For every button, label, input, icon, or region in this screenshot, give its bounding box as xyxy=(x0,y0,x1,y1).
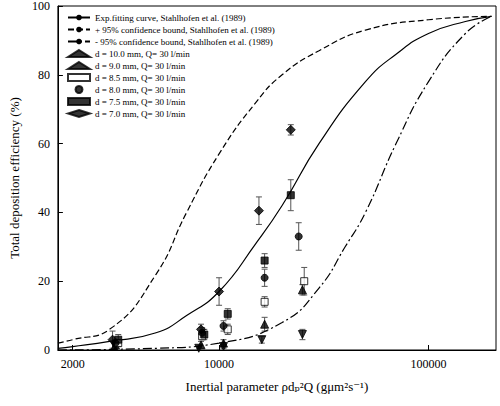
svg-text:d = 7.0 mm, Q= 30 l/min: d = 7.0 mm, Q= 30 l/min xyxy=(95,109,186,119)
svg-text:60: 60 xyxy=(38,137,50,151)
svg-text:80: 80 xyxy=(38,68,50,82)
svg-text:0: 0 xyxy=(44,343,50,357)
svg-text:d = 7.5 mm, Q= 30 l/min: d = 7.5 mm, Q= 30 l/min xyxy=(95,97,186,107)
svg-text:Exp.fitting curve, Stahlhofen: Exp.fitting curve, Stahlhofen et al. (19… xyxy=(95,13,245,23)
svg-text:d = 8.5 mm, Q= 30 l/min: d = 8.5 mm, Q= 30 l/min xyxy=(95,73,186,83)
svg-text:10000: 10000 xyxy=(204,357,234,371)
svg-text:Inertial parameter ρdₚ²Q (gμm²: Inertial parameter ρdₚ²Q (gμm²s⁻¹) xyxy=(186,379,369,394)
svg-text:100000: 100000 xyxy=(411,357,447,371)
svg-text:d = 8.0 mm, Q= 30 l/min: d = 8.0 mm, Q= 30 l/min xyxy=(95,85,186,95)
svg-text:40: 40 xyxy=(38,205,50,219)
svg-text:2000: 2000 xyxy=(61,357,85,371)
svg-text:+ 95% confidence bound, Stahlh: + 95% confidence bound, Stahlhofen et al… xyxy=(95,25,275,35)
svg-text:d = 9.0 mm, Q= 30 l/min: d = 9.0 mm, Q= 30 l/min xyxy=(95,61,186,71)
svg-text:100: 100 xyxy=(32,0,50,13)
svg-text:d = 10.0 mm, Q= 30 l/min: d = 10.0 mm, Q= 30 l/min xyxy=(95,49,190,59)
svg-text:20: 20 xyxy=(38,274,50,288)
svg-text:Total deposition efficiency (%: Total deposition efficiency (%) xyxy=(7,97,22,259)
svg-text:- 95% confidence bound, Stahlh: - 95% confidence bound, Stahlhofen et al… xyxy=(95,37,273,47)
